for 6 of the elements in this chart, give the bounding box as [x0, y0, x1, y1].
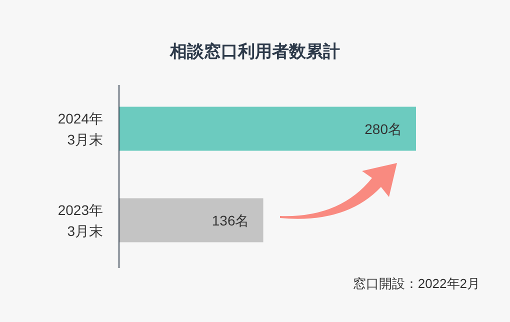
chart-title: 相談窓口利用者数累計 [169, 42, 340, 61]
data-label: 136名 [212, 212, 250, 228]
text: 窓口開設：2022年2月 [352, 276, 480, 291]
y-tick-label: 2024年 3月末 [58, 110, 103, 148]
y-tick-label: 2023年 3月末 [58, 202, 103, 239]
data-label: 280名 [364, 120, 402, 137]
